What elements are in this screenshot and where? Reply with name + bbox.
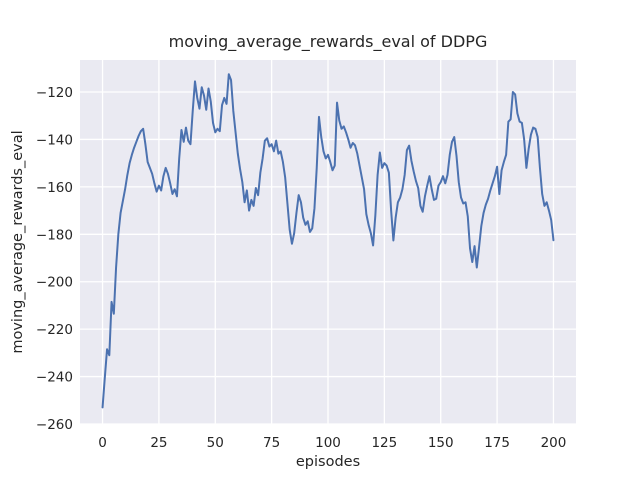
y-axis-label: moving_average_rewards_eval (10, 130, 26, 353)
x-axis-label: episodes (296, 454, 360, 470)
y-tick-label: −220 (36, 322, 73, 338)
x-tick-label: 75 (263, 435, 280, 451)
x-tick-label: 50 (207, 435, 224, 451)
y-tick-label: −180 (36, 227, 73, 243)
x-tick-label: 200 (541, 435, 567, 451)
y-tick-label: −120 (36, 85, 73, 101)
x-tick-label: 175 (484, 435, 510, 451)
x-tick-label: 0 (98, 435, 107, 451)
x-tick-label: 25 (150, 435, 167, 451)
y-tick-label: −200 (36, 275, 73, 291)
plot-layer: 0 25 50 75 100 125 150 175 200 −120 −140 −160 −180 −2… (36, 60, 576, 451)
x-tick-label: 150 (428, 435, 454, 451)
grid-lines (80, 60, 576, 425)
y-tick-label: −140 (36, 132, 73, 148)
x-tick-label: 100 (315, 435, 341, 451)
x-tick-label: 125 (371, 435, 397, 451)
y-tick-label: −160 (36, 180, 73, 196)
y-tick-label: −240 (36, 370, 73, 386)
reward-line (101, 73, 555, 409)
y-tick-label: −260 (36, 417, 73, 433)
chart-title: moving_average_rewards_eval of DDPG (169, 32, 488, 52)
